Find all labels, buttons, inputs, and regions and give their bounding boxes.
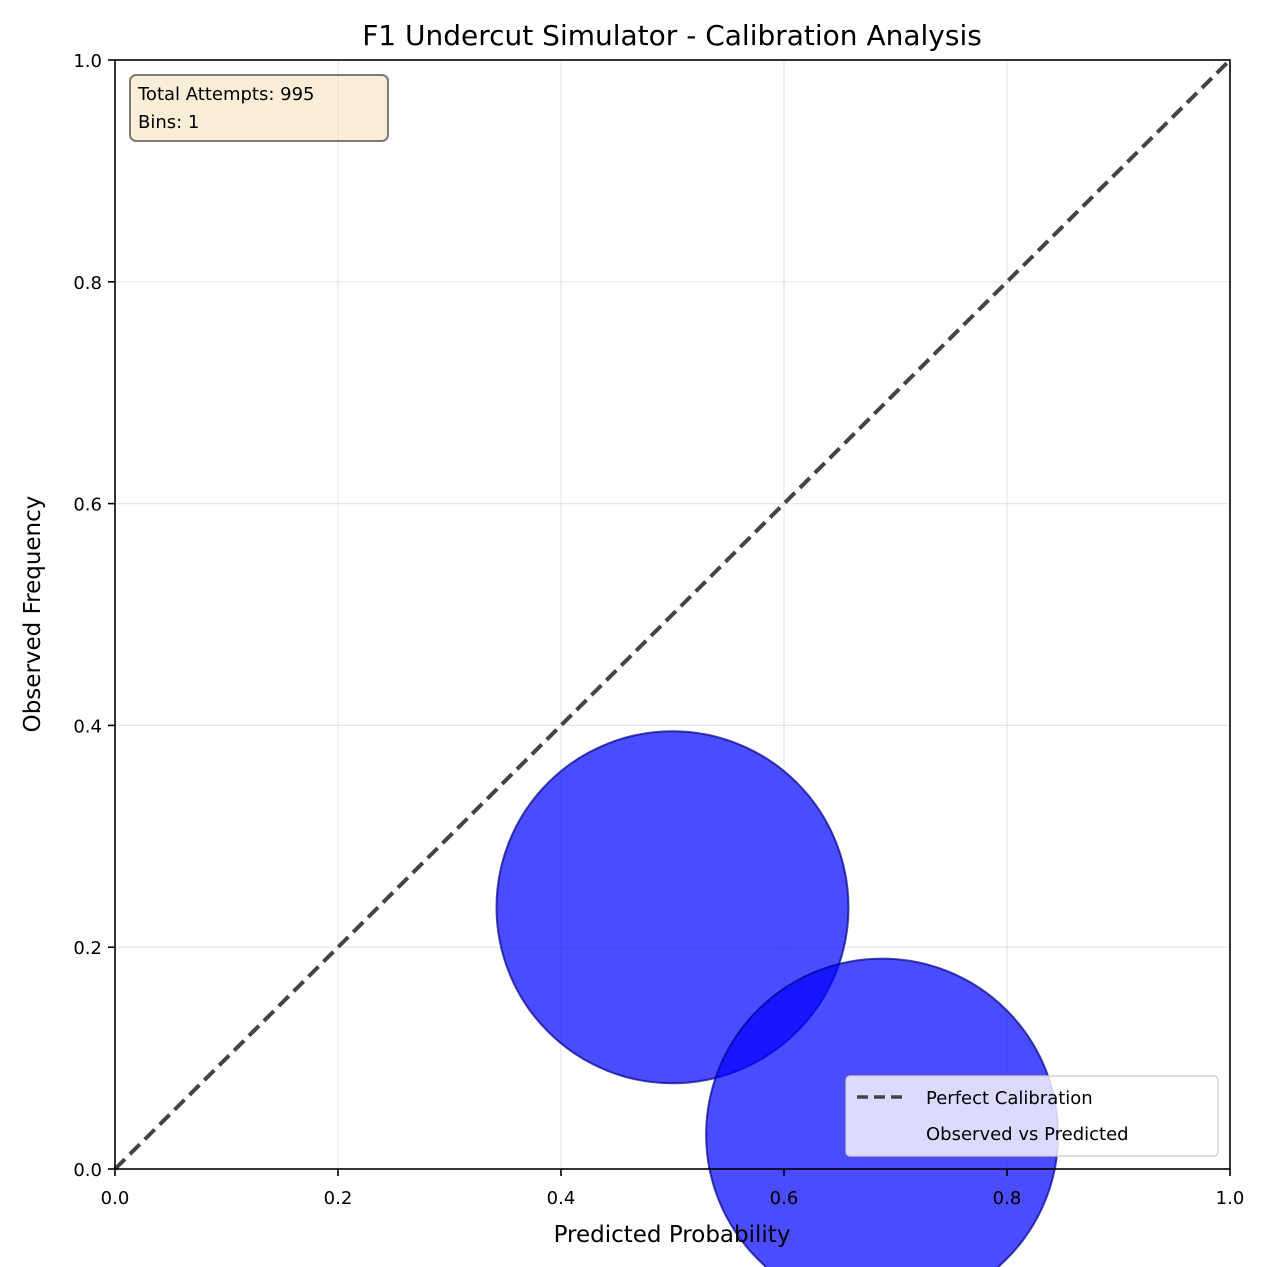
x-tick-label: 0.4 (547, 1188, 576, 1209)
x-tick-label: 0.0 (101, 1188, 130, 1209)
x-tick-label: 0.8 (993, 1188, 1022, 1209)
chart-title: F1 Undercut Simulator - Calibration Anal… (362, 19, 982, 52)
y-axis-title: Observed Frequency (20, 496, 46, 733)
info-box: Total Attempts: 995 Bins: 1 (129, 74, 389, 142)
y-tick-label: 0.8 (73, 273, 102, 294)
data-points (495, 730, 1060, 1267)
x-tick-label: 0.2 (324, 1188, 353, 1209)
perfect-calibration-line (113, 58, 1232, 1171)
legend-label-observed-vs-predicted: Observed vs Predicted (926, 1124, 1129, 1145)
y-tick-label: 0.6 (73, 495, 102, 516)
x-tick-label: 1.0 (1216, 1188, 1245, 1209)
x-axis-title: Predicted Probability (554, 1222, 791, 1248)
x-tick-label: 0.6 (770, 1188, 799, 1209)
legend-box (845, 1075, 1219, 1157)
legend-label-perfect-calibration: Perfect Calibration (926, 1088, 1093, 1109)
y-tick-label: 0.4 (73, 716, 102, 737)
reference-layer (113, 58, 1232, 1171)
y-tick-label: 0.0 (73, 1160, 102, 1181)
y-tick-label: 0.2 (73, 938, 102, 959)
legend: Perfect Calibration Observed vs Predicte… (845, 1075, 1219, 1157)
axis-ticks: 0.0 0.2 0.4 0.6 0.8 1.0 0.0 0.2 0.4 0.6 0.8 1.0 (73, 51, 1244, 1209)
calibration-point-0 (495, 730, 850, 1085)
info-box-background (129, 74, 389, 142)
info-bins: Bins: 1 (138, 112, 199, 133)
plot-frame (114, 59, 1231, 1170)
y-tick-label: 1.0 (73, 51, 102, 72)
info-total-attempts: Total Attempts: 995 (137, 84, 314, 105)
